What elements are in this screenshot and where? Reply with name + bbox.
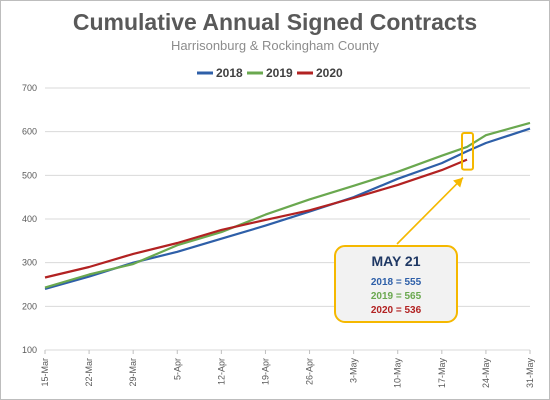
x-tick-label: 24-May <box>481 358 491 389</box>
series-line-2020 <box>44 158 468 279</box>
y-axis-ticks: 100 200 300 400 500 600 700 <box>22 83 37 355</box>
callout-arrow-head <box>453 177 463 188</box>
x-tick-label: 17-May <box>437 358 447 389</box>
callout-title: MAY 21 <box>371 253 420 269</box>
y-tick-label: 300 <box>22 258 37 268</box>
callout-value-0: 2018 = 555 <box>371 277 422 288</box>
may-21-callout: MAY 21 2018 = 555 2019 = 565 2020 = 536 <box>334 131 475 323</box>
callout-arrow-line <box>396 177 464 245</box>
y-tick-label: 600 <box>22 127 37 137</box>
x-tick-label: 5-Apr <box>172 358 182 380</box>
legend: 2018 2019 2020 <box>197 66 343 80</box>
x-tick-label: 10-May <box>393 358 403 389</box>
x-axis-ticks: 15-Mar 22-Mar 29-Mar 5-Apr 12-Apr 19-Apr 26-Ap… <box>40 350 535 388</box>
callout-value-2: 2020 = 536 <box>371 305 422 316</box>
x-tick-label: 3-May <box>349 358 359 384</box>
x-tick-label: 31-May <box>525 358 535 389</box>
y-tick-label: 100 <box>22 345 37 355</box>
chart-title: Cumulative Annual Signed Contracts <box>73 9 477 35</box>
legend-label-2019: 2019 <box>266 66 293 80</box>
series-lines <box>44 121 531 290</box>
x-tick-label: 12-Apr <box>216 358 226 385</box>
callout-value-1: 2019 = 565 <box>371 291 422 302</box>
x-tick-label: 19-Apr <box>260 358 270 385</box>
y-tick-label: 500 <box>22 170 37 180</box>
legend-label-2020: 2020 <box>316 66 343 80</box>
highlight-box <box>461 131 475 171</box>
y-tick-label: 400 <box>22 214 37 224</box>
x-tick-label: 26-Apr <box>305 358 315 385</box>
callout-box <box>334 245 458 323</box>
series-line-2018 <box>44 127 531 290</box>
x-tick-label: 15-Mar <box>40 358 50 387</box>
x-tick-label: 22-Mar <box>84 358 94 387</box>
y-tick-label: 700 <box>22 83 37 93</box>
x-tick-label: 29-Mar <box>128 358 138 387</box>
legend-label-2018: 2018 <box>216 66 243 80</box>
chart-subtitle: Harrisonburg & Rockingham County <box>171 38 380 53</box>
series-line-2019 <box>44 121 531 289</box>
y-tick-label: 200 <box>22 301 37 311</box>
